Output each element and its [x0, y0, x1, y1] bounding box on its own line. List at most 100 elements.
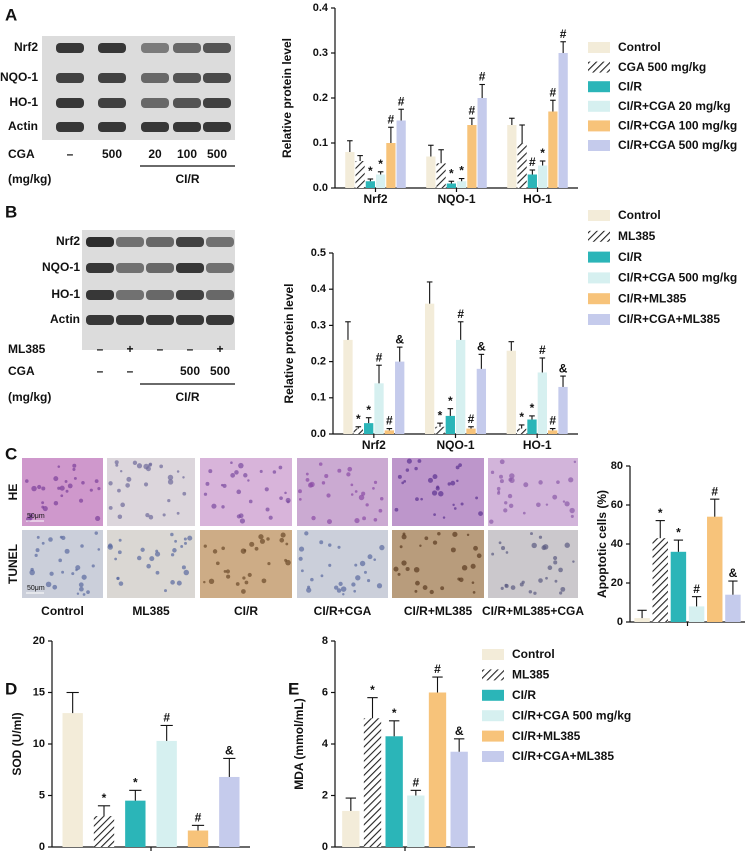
y-tick-label: 0.4	[311, 283, 327, 295]
bar	[517, 143, 527, 188]
cell	[146, 563, 151, 569]
legend-label: Control	[618, 40, 661, 54]
treatment-mark: 500	[210, 364, 230, 378]
cell	[503, 508, 508, 513]
cell	[248, 499, 253, 504]
cell	[351, 582, 356, 587]
legend-swatch	[588, 42, 610, 53]
y-tick-label: 0.5	[311, 247, 326, 259]
scale-label: 50μm	[27, 585, 45, 592]
significance-marker: *	[676, 525, 681, 539]
cell	[450, 480, 456, 486]
panel-letter: B	[5, 202, 17, 221]
bar	[364, 423, 374, 434]
legend-label: Control	[618, 208, 661, 222]
cell	[538, 480, 543, 485]
cell	[379, 544, 385, 551]
cell	[155, 549, 159, 553]
cell	[376, 583, 383, 589]
cell	[136, 463, 143, 469]
cell	[108, 481, 113, 486]
cell	[470, 563, 476, 569]
x-tick-label: Nrf2	[362, 438, 386, 452]
blot-band	[116, 315, 144, 325]
cell	[167, 474, 174, 481]
micrograph	[297, 458, 388, 526]
cell	[499, 474, 503, 479]
cell	[235, 582, 240, 586]
treatment-mark: 500	[207, 147, 227, 161]
cell	[76, 592, 80, 595]
y-tick-label: 0.0	[313, 182, 328, 194]
cell	[236, 489, 242, 495]
significance-marker: *	[378, 157, 383, 171]
x-tick-label: HO-1	[523, 192, 552, 206]
column-label: ML385	[132, 604, 170, 618]
cell	[41, 501, 45, 505]
blot-band	[116, 237, 144, 247]
cell	[573, 460, 577, 464]
cell	[35, 548, 40, 553]
y-tick-label: 0.2	[311, 356, 326, 368]
cell	[215, 561, 220, 566]
cell	[170, 580, 175, 585]
cell	[79, 586, 84, 592]
legend-label: CI/R+CGA 500 mg/kg	[512, 708, 631, 722]
cell	[552, 494, 558, 500]
cell	[456, 479, 459, 483]
x-tick-label: HO-1	[523, 438, 552, 452]
cell	[437, 531, 441, 536]
cell	[564, 542, 570, 548]
cell	[491, 552, 495, 556]
cell	[264, 487, 269, 492]
y-tick-label: 2	[322, 789, 328, 801]
cell	[558, 567, 563, 573]
cell	[243, 549, 247, 552]
legend-swatch	[588, 230, 610, 242]
bar	[363, 718, 382, 847]
cell	[564, 501, 570, 507]
cell	[432, 540, 438, 545]
cell	[298, 489, 302, 494]
legend-label: CI/R+CGA 20 mg/kg	[618, 99, 731, 113]
cell	[226, 574, 231, 579]
cell	[568, 477, 574, 483]
cell	[114, 460, 119, 465]
legend-label: ML385	[512, 668, 550, 682]
cell	[414, 466, 418, 471]
cell	[120, 502, 125, 508]
cell	[143, 482, 149, 487]
cell	[500, 586, 504, 590]
legend-label: CGA 500 mg/kg	[618, 60, 706, 74]
cell	[108, 505, 113, 510]
cell	[25, 479, 29, 483]
blot-band	[98, 122, 126, 132]
blot-band	[206, 290, 234, 300]
cell	[433, 513, 436, 517]
significance-marker: #	[469, 103, 476, 117]
cell	[536, 502, 541, 508]
cell	[279, 496, 283, 500]
significance-marker: *	[133, 776, 138, 790]
cell	[230, 461, 233, 465]
cell	[415, 497, 419, 502]
cell	[311, 515, 316, 521]
treatment-mark: 500	[102, 147, 122, 161]
cell	[442, 516, 446, 519]
blot-band	[56, 98, 84, 108]
blot-band	[206, 237, 234, 247]
cell	[498, 541, 502, 545]
cell	[519, 582, 524, 587]
legend-swatch	[588, 100, 610, 112]
cell	[401, 481, 405, 485]
significance-marker: #	[376, 350, 383, 364]
cell	[545, 503, 549, 506]
bar	[516, 428, 527, 434]
cell	[452, 503, 455, 507]
cell	[170, 532, 174, 537]
legend-label: CI/R+CGA 500 mg/kg	[618, 271, 737, 285]
cell	[182, 491, 187, 496]
cell	[180, 545, 184, 548]
cell	[238, 462, 244, 469]
micrograph	[392, 458, 484, 526]
